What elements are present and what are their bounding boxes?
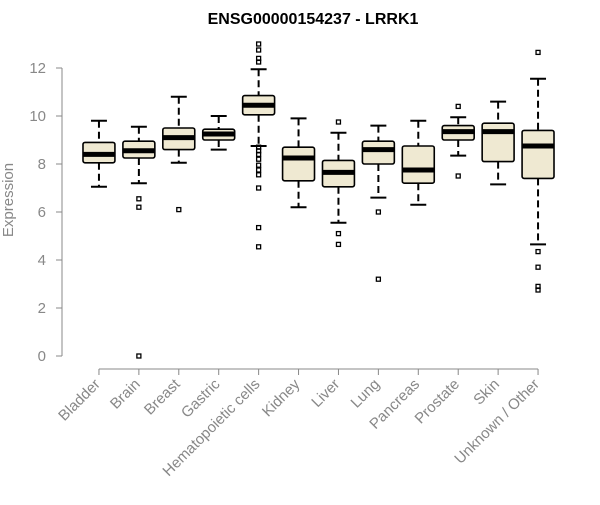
outlier-point	[455, 173, 461, 179]
box-prostate	[441, 103, 475, 179]
outlier-point	[375, 209, 382, 215]
outlier-point	[255, 41, 262, 47]
box-kidney	[281, 117, 316, 209]
outlier-point	[535, 248, 541, 255]
outlier-point	[255, 162, 262, 168]
outlier-point	[255, 167, 262, 173]
box-pancreas	[401, 119, 436, 206]
iqr-box	[521, 129, 555, 180]
outlier-point	[255, 172, 262, 178]
outlier-point	[375, 276, 382, 282]
outlier-point	[335, 230, 342, 237]
x-tick-label: Breast	[141, 375, 184, 418]
chart-title: ENSG00000154237 - LRRK1	[208, 11, 419, 28]
x-tick-label: Kidney	[259, 375, 304, 420]
box-bladder	[82, 119, 116, 188]
iqr-box	[481, 122, 515, 163]
outlier-point	[535, 49, 541, 56]
outlier-point	[176, 206, 182, 213]
y-tick-label: 6	[38, 204, 46, 221]
outlier-point	[136, 353, 142, 359]
box-gastric	[201, 115, 236, 151]
y-axis-label: Expression	[0, 163, 17, 237]
outlier-point	[255, 185, 262, 191]
box-hematopoietic-cells	[241, 41, 276, 250]
outlier-point	[136, 204, 142, 210]
outlier-point	[535, 287, 541, 293]
iqr-box	[401, 145, 436, 185]
x-tick-label: Prostate	[412, 376, 464, 428]
x-tick-label: Bladder	[55, 376, 104, 425]
outlier-point	[255, 156, 262, 162]
outlier-point	[136, 196, 142, 202]
y-tick-label: 12	[29, 60, 46, 77]
y-axis: 0 2 4 6 8 10 12	[29, 60, 63, 365]
y-tick-label: 8	[38, 156, 46, 173]
y-tick-label: 2	[38, 300, 46, 317]
y-tick-label: 0	[38, 348, 46, 365]
x-tick-label: Brain	[107, 376, 144, 413]
x-tick-label: Skin	[470, 376, 503, 409]
iqr-box	[361, 140, 396, 165]
outlier-point	[455, 103, 461, 110]
box-brain	[122, 125, 156, 359]
box-liver	[321, 119, 356, 248]
outlier-point	[255, 59, 262, 65]
x-tick-label: Liver	[308, 376, 343, 411]
outlier-point	[335, 241, 342, 248]
outlier-point	[255, 47, 262, 53]
outlier-point	[255, 244, 262, 250]
y-tick-label: 4	[38, 252, 46, 269]
iqr-box	[281, 146, 316, 182]
box-skin	[481, 100, 515, 186]
outlier-point	[335, 119, 342, 125]
box-unknown-other	[521, 49, 555, 293]
outlier-point	[255, 151, 262, 158]
box-breast	[162, 95, 196, 213]
outlier-point	[255, 224, 262, 231]
outlier-point	[535, 264, 541, 270]
box-lung	[361, 124, 396, 282]
x-tick-label: Lung	[348, 376, 384, 412]
boxes-group	[82, 41, 555, 359]
y-tick-label: 10	[29, 108, 46, 125]
